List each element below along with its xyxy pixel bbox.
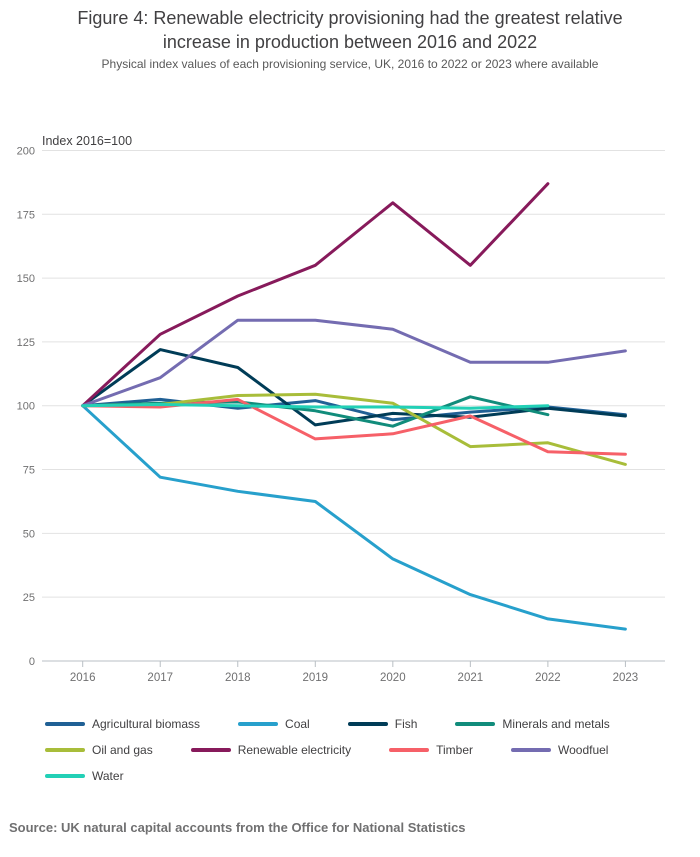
series-line-water [81, 403, 550, 410]
line-chart: 0 25 50 75 100 125 150 175 200 Index 2016=100 2016… [17, 134, 665, 684]
legend-swatch-agricultural-biomass [45, 722, 85, 726]
legend-item-agricultural-biomass: Agricultural biomass [45, 717, 200, 731]
y-axis-label: Index 2016=100 [42, 134, 132, 148]
y-tick-label-200: 200 [17, 145, 35, 157]
legend-swatch-water [45, 774, 85, 778]
series-line-agricultural-biomass [81, 397, 627, 422]
legend-swatch-oil-and-gas [45, 748, 85, 752]
legend-label-woodfuel: Woodfuel [557, 743, 609, 757]
legend-item-minerals-and-metals: Minerals and metals [455, 717, 610, 731]
chart-legend: Agricultural biomass Coal Fish Minerals and… [45, 717, 673, 783]
x-tick-label-2023: 2023 [613, 672, 639, 684]
x-tick-label-2020: 2020 [380, 672, 406, 684]
legend-swatch-woodfuel [510, 748, 551, 752]
y-tick-label-0: 0 [29, 656, 35, 668]
legend-label-renewable-electricity: Renewable electricity [237, 743, 352, 757]
x-tick-label-2021: 2021 [458, 672, 484, 684]
x-tick-label-2016: 2016 [70, 672, 96, 684]
legend-label-agricultural-biomass: Agricultural biomass [92, 717, 201, 731]
legend-item-renewable-electricity: Renewable electricity [190, 743, 352, 757]
y-tick-label-125: 125 [17, 337, 35, 349]
legend-item-fish: Fish [347, 717, 418, 731]
legend-label-oil-and-gas: Oil and gas [92, 743, 153, 757]
legend-item-coal: Coal [238, 717, 310, 731]
legend-swatch-coal [238, 722, 279, 726]
y-tick-label-50: 50 [23, 528, 35, 540]
legend-swatch-timber [389, 748, 430, 752]
legend-label-fish: Fish [394, 717, 418, 731]
legend-label-minerals-and-metals: Minerals and metals [502, 717, 610, 731]
y-tick-label-100: 100 [17, 401, 35, 413]
x-tick-label-2022: 2022 [535, 672, 561, 684]
legend-item-water: Water [45, 769, 124, 783]
legend-item-oil-and-gas: Oil and gas [45, 743, 153, 757]
y-tick-label-75: 75 [23, 465, 35, 477]
x-tick-label-2017: 2017 [147, 672, 173, 684]
chart-subtitle: Physical index values of each provisioni… [101, 57, 599, 71]
legend-label-water: Water [92, 769, 124, 783]
y-tick-label-175: 175 [17, 209, 35, 221]
legend-swatch-renewable-electricity [190, 748, 231, 752]
series-line-woodfuel [81, 318, 627, 408]
source-note: Source: UK natural capital accounts from… [9, 820, 466, 835]
legend-label-coal: Coal [285, 717, 310, 731]
series-line-coal [81, 404, 627, 631]
x-tick-label-2018: 2018 [225, 672, 251, 684]
y-tick-label-150: 150 [17, 273, 35, 285]
series-line-renewable-electricity [81, 182, 550, 408]
chart-title: Figure 4: Renewable electricity provisio… [77, 8, 623, 52]
legend-item-timber: Timber [389, 743, 473, 757]
y-tick-label-25: 25 [23, 592, 35, 604]
legend-swatch-fish [347, 722, 388, 726]
x-tick-label-2019: 2019 [302, 672, 328, 684]
legend-swatch-minerals-and-metals [455, 722, 496, 726]
series-line-oil-and-gas [81, 392, 627, 466]
legend-label-timber: Timber [436, 743, 473, 757]
legend-item-woodfuel: Woodfuel [510, 743, 609, 757]
